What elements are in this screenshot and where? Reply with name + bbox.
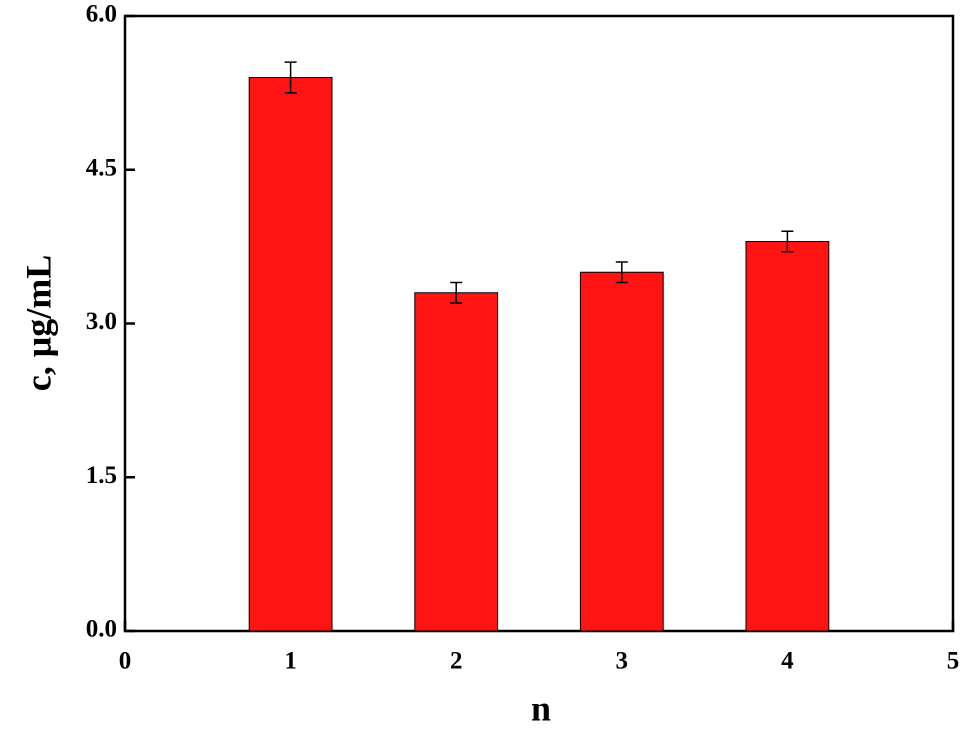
x-tick-label: 3	[616, 648, 629, 675]
error-bar	[284, 61, 297, 94]
y-tick-label: 4.5	[86, 154, 117, 181]
y-tick-label: 6.0	[86, 1, 117, 28]
y-axis-title: c, μg/mL	[18, 255, 58, 391]
x-axis-title: n	[531, 688, 551, 728]
error-bar	[781, 230, 794, 253]
error-bar	[615, 261, 628, 284]
bar	[248, 77, 333, 632]
bar	[579, 271, 664, 632]
y-tick-label: 0.0	[86, 616, 117, 643]
error-bar	[450, 281, 463, 304]
x-tick-label: 0	[119, 648, 132, 675]
bar	[414, 292, 499, 632]
x-tick-label: 5	[947, 648, 960, 675]
y-tick-label: 1.5	[86, 462, 117, 489]
x-tick-label: 4	[781, 648, 794, 675]
y-tick-label: 3.0	[86, 308, 117, 335]
bar	[745, 241, 830, 632]
x-tick-label: 2	[450, 648, 463, 675]
x-tick-label: 1	[284, 648, 297, 675]
